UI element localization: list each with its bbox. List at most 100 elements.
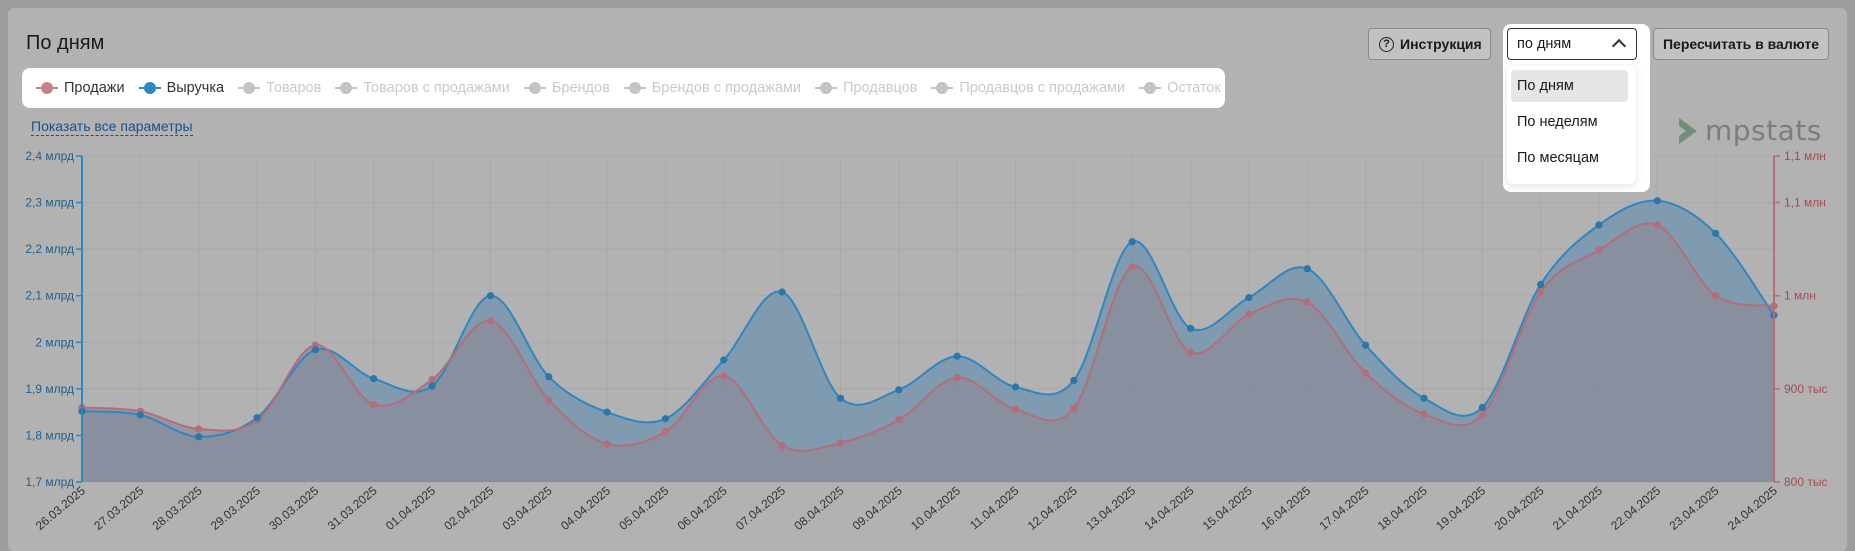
x-tick-label: 06.04.2025	[675, 483, 730, 533]
sales-point	[545, 396, 553, 404]
sales-point	[661, 428, 670, 436]
revenue-point	[1595, 221, 1603, 229]
sales-point	[953, 374, 961, 382]
sales-point	[1070, 404, 1078, 413]
legend-marker-icon	[335, 81, 358, 95]
sales-point	[778, 442, 786, 450]
legend-item[interactable]: Остаток	[1139, 80, 1221, 96]
legend-label: Продажи	[64, 80, 125, 96]
x-tick-label: 03.04.2025	[500, 483, 555, 533]
x-tick-label: 11.04.2025	[967, 483, 1022, 532]
question-icon: ?	[1379, 36, 1394, 52]
legend-item[interactable]: Продавцов	[815, 80, 917, 96]
x-tick-label: 22.04.2025	[1608, 483, 1663, 533]
legend-marker-icon	[1139, 81, 1162, 95]
sales-point	[895, 415, 903, 424]
period-option-months[interactable]: По месяцам	[1517, 150, 1599, 166]
revenue-point	[1712, 229, 1720, 237]
revenue-point	[1653, 197, 1661, 205]
revenue-point	[311, 346, 319, 354]
sales-point	[1186, 348, 1195, 357]
instruction-button[interactable]: ? Инструкция	[1368, 28, 1491, 60]
legend-marker-icon	[36, 81, 58, 95]
revenue-point	[428, 382, 436, 390]
revenue-point	[1303, 265, 1311, 273]
revenue-point	[895, 386, 903, 394]
period-option-weeks[interactable]: По неделям	[1517, 114, 1598, 130]
x-tick-label: 29.03.2025	[208, 483, 263, 533]
y-left-tick-label: 2,2 млрд	[25, 242, 74, 256]
legend-item[interactable]: Брендов с продажами	[623, 80, 801, 96]
show-all-params-link[interactable]: Показать все параметры	[31, 118, 193, 136]
revenue-point	[603, 408, 611, 416]
page-title: По дням	[26, 32, 105, 54]
revenue-point	[720, 356, 728, 364]
legend-label: Продавцов с продажами	[959, 80, 1126, 96]
x-tick-label: 26.03.2025	[33, 483, 88, 533]
revenue-point	[1478, 403, 1486, 412]
revenue-point	[1186, 324, 1195, 332]
sales-point	[428, 375, 436, 384]
revenue-point	[486, 292, 495, 300]
sales-point	[1537, 288, 1545, 296]
legend-item[interactable]: Брендов	[523, 80, 610, 96]
period-dropdown: по дням По дням По неделям По месяцам	[1503, 24, 1650, 192]
period-menu: По дням По неделям По месяцам	[1507, 66, 1636, 184]
sales-point	[1128, 263, 1136, 271]
x-tick-label: 10.04.2025	[908, 483, 963, 533]
sales-point	[195, 425, 203, 433]
legend-item[interactable]: Продавцов с продажами	[931, 80, 1125, 96]
x-tick-label: 14.04.2025	[1141, 483, 1196, 533]
sales-point	[836, 439, 845, 447]
legend-item[interactable]: Выручка	[138, 80, 225, 96]
legend-label: Продавцов	[843, 80, 918, 96]
revenue-point	[1245, 293, 1253, 302]
chart-legend: Продажи Выручка Товаров Товаров с продажами…	[22, 68, 1225, 108]
sales-point	[1011, 405, 1020, 413]
sales-point	[370, 401, 378, 409]
x-tick-label: 18.04.2025	[1375, 483, 1430, 533]
recalc-currency-button[interactable]: Пересчитать в валюте	[1653, 28, 1829, 60]
period-select-value: по дням	[1517, 36, 1572, 52]
x-tick-label: 08.04.2025	[791, 483, 846, 533]
x-tick-label: 07.04.2025	[733, 483, 788, 533]
revenue-point	[1011, 383, 1020, 391]
sales-point	[1303, 298, 1311, 306]
y-right-tick-label: 1,1 млн	[1784, 149, 1826, 163]
revenue-point	[545, 373, 553, 381]
y-left-tick-label: 1,7 млрд	[25, 475, 74, 489]
period-select[interactable]: по дням	[1507, 28, 1637, 60]
x-tick-label: 15.04.2025	[1200, 483, 1255, 533]
revenue-point	[1361, 341, 1370, 349]
revenue-point	[1128, 238, 1136, 246]
revenue-point	[370, 375, 378, 383]
x-tick-label: 30.03.2025	[266, 483, 321, 533]
legend-marker-icon	[815, 81, 837, 95]
sales-point	[486, 317, 495, 325]
x-tick-label: 04.04.2025	[558, 483, 613, 533]
y-left-tick-label: 1,8 млрд	[25, 428, 74, 442]
mpstats-logo: mpstats	[1677, 114, 1822, 147]
y-left-tick-label: 2 млрд	[35, 335, 74, 349]
x-tick-label: 24.04.2025	[1725, 483, 1780, 533]
revenue-point	[195, 433, 203, 441]
legend-item[interactable]: Товаров	[238, 80, 321, 96]
y-left-tick-label: 2,3 млрд	[25, 196, 74, 210]
x-tick-label: 16.04.2025	[1258, 483, 1313, 533]
revenue-point	[1420, 394, 1428, 402]
legend-item[interactable]: Товаров с продажами	[335, 80, 510, 96]
logo-text: mpstats	[1705, 114, 1822, 147]
x-tick-label: 19.04.2025	[1433, 483, 1488, 533]
revenue-point	[953, 352, 961, 360]
period-option-days[interactable]: По дням	[1511, 70, 1628, 102]
legend-item[interactable]: Продажи	[36, 80, 125, 96]
legend-marker-icon	[931, 81, 954, 95]
x-tick-label: 02.04.2025	[441, 483, 496, 533]
y-right-tick-label: 1,1 млн	[1784, 196, 1826, 210]
revenue-point	[836, 394, 845, 402]
instruction-label: Инструкция	[1400, 36, 1482, 52]
x-tick-label: 21.04.2025	[1550, 483, 1605, 533]
legend-label: Выручка	[166, 80, 225, 96]
x-tick-label: 12.04.2025	[1025, 483, 1080, 533]
